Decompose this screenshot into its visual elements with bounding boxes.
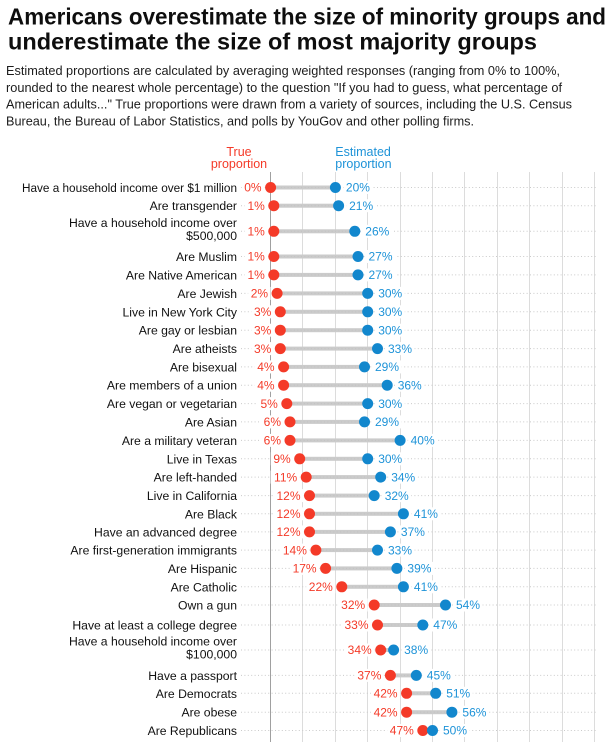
- svg-text:1%: 1%: [247, 225, 265, 239]
- svg-text:9%: 9%: [273, 452, 291, 466]
- svg-text:41%: 41%: [414, 507, 438, 521]
- svg-text:37%: 37%: [401, 525, 425, 539]
- svg-text:27%: 27%: [369, 250, 393, 264]
- svg-text:32%: 32%: [341, 598, 365, 612]
- svg-text:Are first-generation immigrant: Are first-generation immigrants: [70, 544, 237, 558]
- svg-text:50%: 50%: [443, 724, 467, 738]
- svg-text:12%: 12%: [276, 507, 300, 521]
- svg-text:47%: 47%: [433, 618, 457, 632]
- svg-text:0%: 0%: [244, 181, 262, 195]
- svg-text:12%: 12%: [276, 489, 300, 503]
- svg-text:Are Asian: Are Asian: [185, 415, 237, 429]
- svg-text:Bureau, the Bureau of Labor St: Bureau, the Bureau of Labor Statistics, …: [6, 114, 474, 128]
- svg-text:Are Democrats: Are Democrats: [156, 687, 237, 701]
- svg-text:Have a household income over $: Have a household income over $1 million: [22, 181, 237, 195]
- svg-text:11%: 11%: [274, 470, 297, 484]
- svg-text:30%: 30%: [378, 323, 402, 337]
- svg-text:42%: 42%: [374, 705, 398, 719]
- svg-text:Are gay or lesbian: Are gay or lesbian: [139, 324, 237, 338]
- svg-text:6%: 6%: [264, 415, 282, 429]
- svg-text:Are Republicans: Are Republicans: [148, 724, 237, 738]
- svg-text:51%: 51%: [446, 687, 470, 701]
- svg-text:1%: 1%: [247, 199, 265, 213]
- svg-text:30%: 30%: [378, 287, 402, 301]
- svg-text:54%: 54%: [456, 598, 480, 612]
- svg-text:33%: 33%: [344, 618, 368, 632]
- svg-text:1%: 1%: [247, 268, 265, 282]
- svg-text:Have at least a college degree: Have at least a college degree: [72, 619, 237, 633]
- svg-text:rounded to the nearest whole p: rounded to the nearest whole percentage)…: [6, 81, 562, 95]
- svg-text:Estimated: Estimated: [335, 145, 391, 159]
- svg-text:Have a household income over: Have a household income over: [69, 216, 237, 230]
- svg-text:41%: 41%: [414, 580, 438, 594]
- svg-text:29%: 29%: [375, 360, 399, 374]
- svg-text:33%: 33%: [388, 543, 412, 557]
- svg-text:Are bisexual: Are bisexual: [170, 360, 237, 374]
- svg-text:Have a passport: Have a passport: [148, 669, 237, 683]
- svg-text:proportion: proportion: [335, 157, 391, 171]
- svg-text:40%: 40%: [411, 434, 435, 448]
- svg-text:29%: 29%: [375, 415, 399, 429]
- svg-text:22%: 22%: [309, 580, 333, 594]
- svg-text:45%: 45%: [427, 669, 451, 683]
- svg-text:56%: 56%: [462, 705, 486, 719]
- svg-text:Live in Texas: Live in Texas: [167, 452, 237, 466]
- svg-text:30%: 30%: [378, 305, 402, 319]
- svg-text:Are a military veteran: Are a military veteran: [122, 434, 237, 448]
- svg-text:3%: 3%: [254, 305, 272, 319]
- svg-text:6%: 6%: [264, 434, 282, 448]
- svg-text:Are transgender: Are transgender: [150, 199, 237, 213]
- svg-text:Are members of a union: Are members of a union: [107, 379, 237, 393]
- svg-text:2%: 2%: [251, 287, 269, 301]
- svg-text:Are Native American: Are Native American: [126, 268, 237, 282]
- svg-text:32%: 32%: [385, 489, 409, 503]
- svg-text:4%: 4%: [257, 360, 275, 374]
- svg-text:14%: 14%: [283, 543, 307, 557]
- svg-text:39%: 39%: [407, 562, 431, 576]
- svg-text:21%: 21%: [349, 199, 373, 213]
- svg-text:30%: 30%: [378, 452, 402, 466]
- svg-text:Are Hispanic: Are Hispanic: [168, 562, 237, 576]
- svg-text:34%: 34%: [391, 470, 415, 484]
- svg-text:4%: 4%: [257, 378, 275, 392]
- svg-text:Are Muslim: Are Muslim: [176, 250, 237, 264]
- svg-text:17%: 17%: [293, 562, 317, 576]
- svg-text:Own a gun: Own a gun: [178, 599, 237, 613]
- svg-text:Live in New York City: Live in New York City: [123, 305, 238, 319]
- svg-text:12%: 12%: [276, 525, 300, 539]
- svg-text:3%: 3%: [254, 323, 272, 337]
- svg-text:33%: 33%: [388, 342, 412, 356]
- svg-text:$100,000: $100,000: [186, 648, 237, 662]
- svg-text:$500,000: $500,000: [186, 229, 237, 243]
- svg-text:38%: 38%: [404, 643, 428, 657]
- svg-text:37%: 37%: [357, 669, 381, 683]
- svg-text:20%: 20%: [346, 181, 370, 195]
- svg-text:Are left-handed: Are left-handed: [154, 471, 237, 485]
- svg-text:Are obese: Are obese: [181, 706, 237, 720]
- svg-text:47%: 47%: [390, 724, 414, 738]
- svg-text:26%: 26%: [365, 225, 389, 239]
- svg-text:Are Catholic: Are Catholic: [171, 580, 237, 594]
- svg-text:Are Jewish: Are Jewish: [177, 287, 237, 301]
- svg-text:27%: 27%: [369, 268, 393, 282]
- svg-text:Are vegan or vegetarian: Are vegan or vegetarian: [107, 397, 237, 411]
- svg-text:Are atheists: Are atheists: [173, 342, 237, 356]
- svg-text:True: True: [226, 145, 251, 159]
- svg-text:Live in California: Live in California: [147, 489, 237, 503]
- svg-text:Estimated proportions are calc: Estimated proportions are calculated by …: [6, 64, 560, 78]
- svg-text:Are Black: Are Black: [185, 507, 238, 521]
- svg-text:1%: 1%: [247, 250, 265, 264]
- svg-text:Have a household income over: Have a household income over: [69, 635, 237, 649]
- svg-text:36%: 36%: [398, 378, 422, 392]
- svg-text:underestimate the size of most: underestimate the size of most majority …: [8, 29, 537, 55]
- svg-text:5%: 5%: [260, 397, 278, 411]
- svg-text:Americans overestimate the siz: Americans overestimate the size of minor…: [8, 4, 606, 30]
- svg-text:proportion: proportion: [211, 157, 267, 171]
- svg-text:Have an advanced degree: Have an advanced degree: [94, 525, 237, 539]
- svg-text:3%: 3%: [254, 342, 272, 356]
- svg-text:30%: 30%: [378, 397, 402, 411]
- svg-text:42%: 42%: [374, 687, 398, 701]
- svg-text:34%: 34%: [348, 643, 372, 657]
- svg-text:American adults..." True propo: American adults..." True proportions wer…: [6, 98, 572, 112]
